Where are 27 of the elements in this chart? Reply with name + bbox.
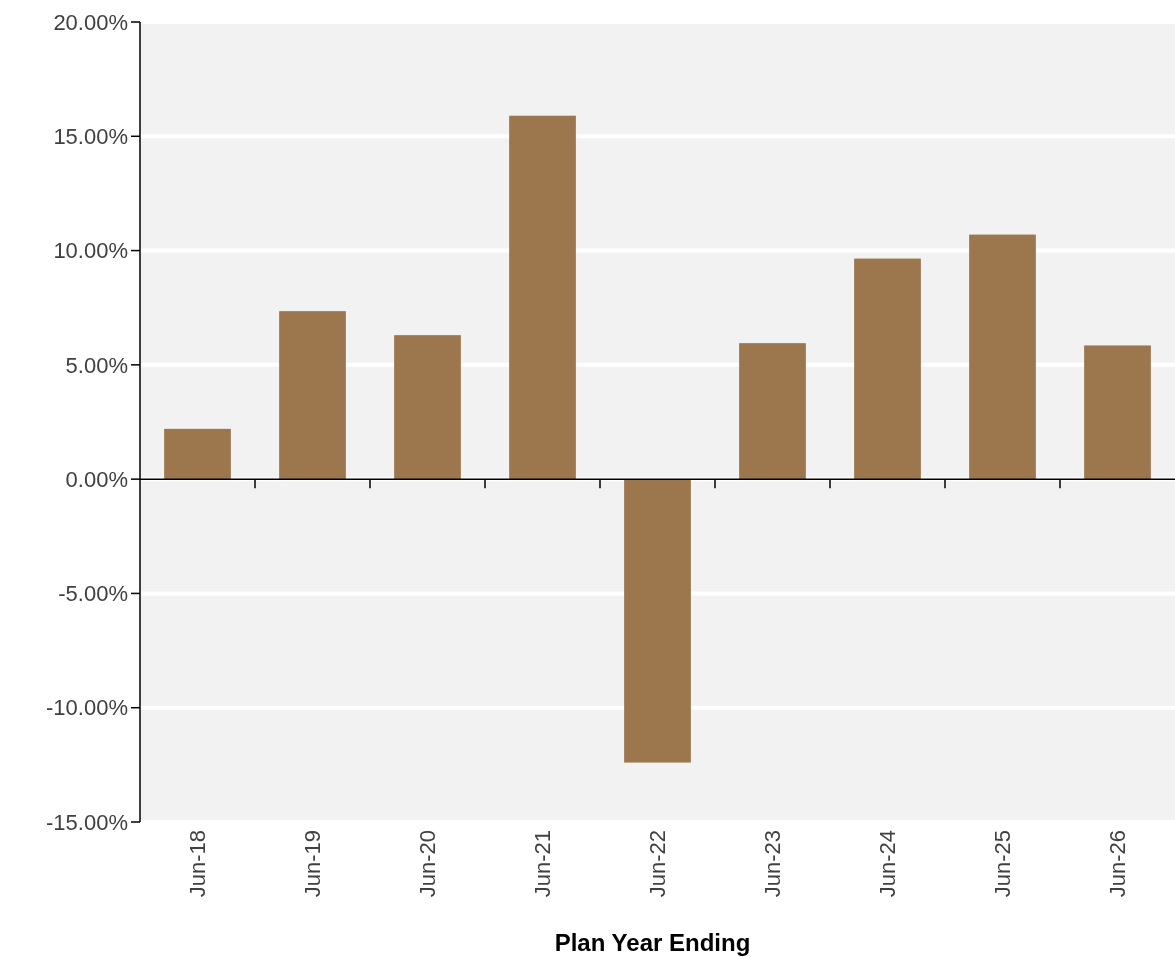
x-tick-label: Jun-21 — [530, 830, 556, 898]
y-tick-label: 10.00% — [53, 238, 128, 264]
x-tick-label: Jun-26 — [1105, 830, 1131, 898]
x-tick-label: Jun-19 — [300, 830, 326, 898]
y-tick-label: 20.00% — [53, 9, 128, 35]
bar — [1084, 345, 1151, 480]
bar — [739, 343, 806, 480]
bar — [969, 234, 1036, 480]
x-tick-label: Jun-25 — [990, 830, 1016, 898]
y-tick-label: -5.00% — [58, 581, 128, 607]
bar — [624, 479, 691, 763]
y-tick-label: -15.00% — [46, 809, 128, 835]
y-tick-label: -10.00% — [46, 695, 128, 721]
x-tick-label: Jun-20 — [415, 830, 441, 898]
bar — [394, 335, 461, 480]
x-tick-label: Jun-22 — [645, 830, 671, 898]
bar — [164, 428, 231, 480]
bar — [854, 258, 921, 480]
bar — [279, 311, 346, 480]
x-tick-label: Jun-24 — [875, 830, 901, 898]
y-tick-label: 5.00% — [65, 352, 128, 378]
x-tick-label: Jun-18 — [185, 830, 211, 898]
x-tick-label: Jun-23 — [760, 830, 786, 898]
x-axis-title: Plan Year Ending — [554, 929, 751, 956]
y-tick-label: 0.00% — [65, 466, 128, 492]
y-tick-label: 15.00% — [53, 123, 128, 149]
bar — [509, 115, 576, 480]
